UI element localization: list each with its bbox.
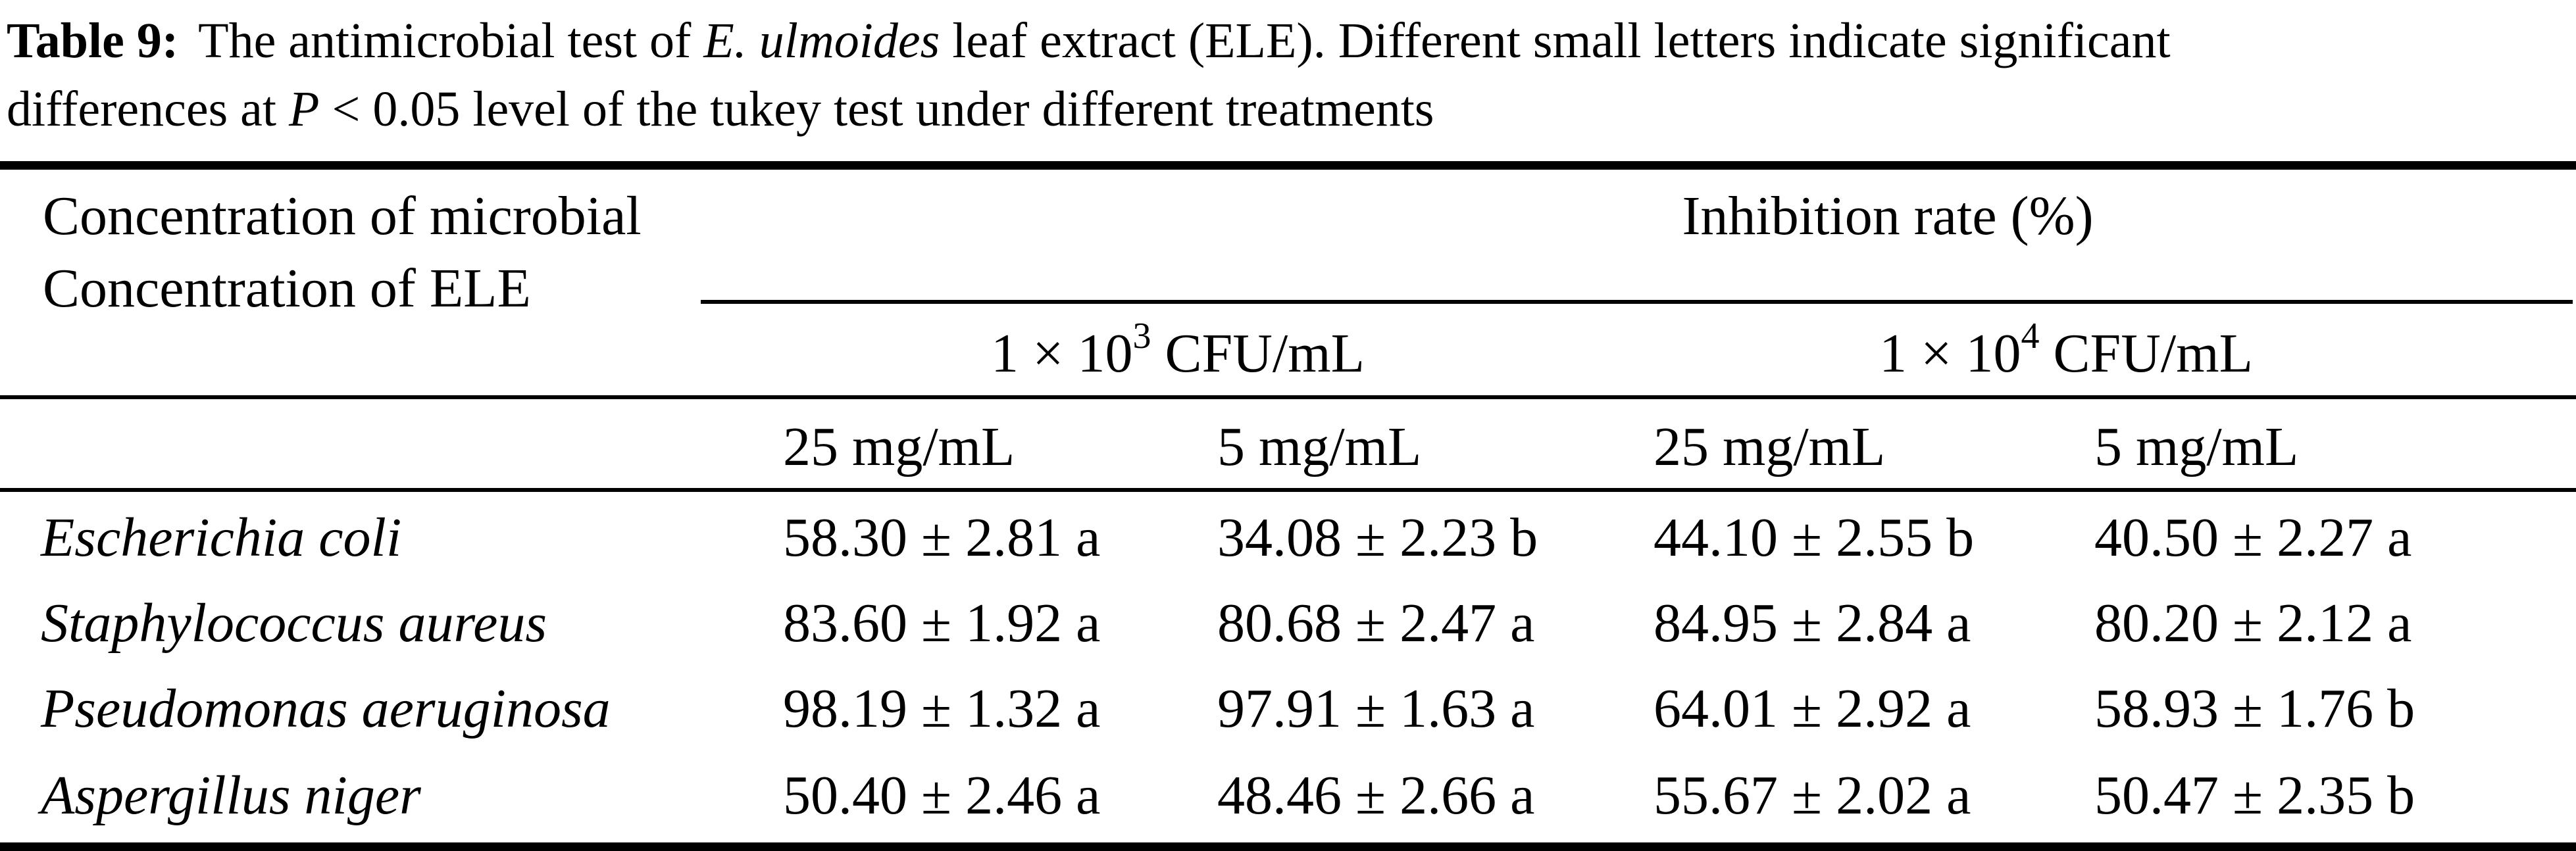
value-cell: 80.20 ± 2.12 a (2094, 593, 2412, 654)
inhibition-span-rule (701, 300, 2573, 304)
caption-line-1: Table 9: The antimicrobial test of E. ulm… (7, 13, 2171, 68)
caption-p-symbol: P (289, 82, 320, 137)
cfu-exponent: 3 (1132, 316, 1151, 356)
value-cell: 48.46 ± 2.66 a (1217, 765, 1535, 826)
caption-line-2: differences at P < 0.05 level of the tuk… (7, 82, 1434, 137)
value-cell: 64.01 ± 2.92 a (1654, 678, 1971, 739)
value-cell: 97.91 ± 1.63 a (1217, 678, 1535, 739)
species-name: Staphylococcus aureus (41, 593, 547, 654)
value-cell: 58.93 ± 1.76 b (2094, 678, 2415, 739)
value-cell: 80.68 ± 2.47 a (1217, 593, 1535, 654)
dose-header-col-4: 5 mg/mL (2094, 416, 2299, 477)
table-top-rule (0, 161, 2576, 170)
value-cell: 55.67 ± 2.02 a (1654, 765, 1971, 826)
stub-header-line-1: Concentration of microbial (43, 185, 642, 247)
value-cell: 83.60 ± 1.92 a (783, 593, 1101, 654)
inhibition-rate-header: Inhibition rate (%) (1682, 185, 2094, 247)
dose-header-col-3: 25 mg/mL (1654, 416, 1886, 477)
species-name: Aspergillus niger (41, 765, 421, 826)
value-cell: 98.19 ± 1.32 a (783, 678, 1101, 739)
value-cell: 84.95 ± 2.84 a (1654, 593, 1971, 654)
value-cell: 58.30 ± 2.81 a (783, 507, 1101, 568)
table-bottom-rule (0, 842, 2576, 851)
dose-header-col-2: 5 mg/mL (1217, 416, 1422, 477)
dose-header-col-1: 25 mg/mL (783, 416, 1015, 477)
value-cell: 50.40 ± 2.46 a (783, 765, 1101, 826)
under-cfu-rule (0, 395, 2576, 399)
table-caption: Table 9: The antimicrobial test of E. ulm… (7, 7, 2573, 143)
value-cell: 34.08 ± 2.23 b (1217, 507, 1538, 568)
stub-header-line-2: Concentration of ELE (43, 258, 531, 319)
cfu-group-header-1e4: 1 × 104 CFU/mL (1879, 316, 2253, 384)
value-cell: 50.47 ± 2.35 b (2094, 765, 2415, 826)
caption-species-name: E. ulmoides (703, 13, 940, 68)
caption-table-number: Table 9: (7, 13, 179, 68)
cfu-group-header-1e3: 1 × 103 CFU/mL (991, 316, 1365, 384)
under-dose-rule (0, 488, 2576, 492)
value-cell: 44.10 ± 2.55 b (1654, 507, 1975, 568)
value-cell: 40.50 ± 2.27 a (2094, 507, 2412, 568)
species-name: Escherichia coli (41, 507, 402, 568)
species-name: Pseudomonas aeruginosa (41, 678, 611, 739)
cfu-exponent: 4 (2021, 316, 2040, 356)
